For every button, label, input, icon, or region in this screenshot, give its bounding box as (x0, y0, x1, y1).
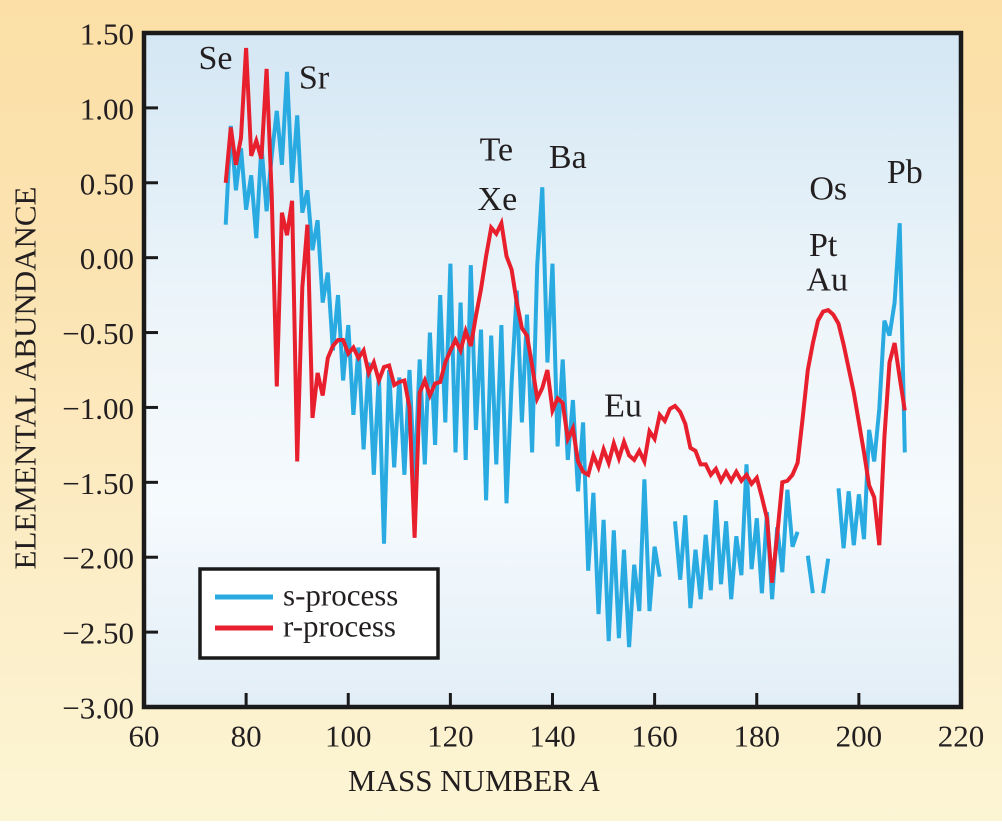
element-label-se: Se (198, 40, 232, 77)
element-label-xe: Xe (478, 181, 518, 218)
series-s-process-line (821, 558, 831, 594)
legend-label: s-process (283, 578, 398, 613)
element-label-sr: Sr (299, 59, 330, 96)
series-group (223, 47, 907, 648)
y-tick-label: −1.50 (62, 466, 134, 501)
series-s-process-line (223, 71, 662, 648)
x-tick-label: 200 (836, 719, 883, 754)
x-tick-label: 60 (129, 719, 160, 754)
y-tick-label: 0.50 (80, 166, 134, 201)
series-s-process-line (836, 223, 907, 549)
y-tick-label: −2.00 (62, 541, 134, 576)
y-tick-label: 1.00 (80, 91, 134, 126)
x-tick-label: 180 (734, 719, 781, 754)
x-tick-label: 120 (427, 719, 474, 754)
element-label-eu: Eu (604, 387, 642, 424)
y-tick-label: 1.50 (80, 17, 134, 52)
y-tick-label: −1.00 (62, 391, 134, 426)
x-axis-title: MASS NUMBER A (348, 763, 601, 798)
legend-label: r-process (283, 609, 396, 644)
x-tick-label: 80 (231, 719, 262, 754)
y-tick-label: −3.00 (62, 691, 134, 726)
element-label-os: Os (809, 170, 847, 207)
y-tick-label: 0.00 (80, 241, 134, 276)
legend-box (198, 567, 440, 660)
element-label-pb: Pb (887, 154, 923, 191)
y-tick-label: −0.50 (62, 316, 134, 351)
y-axis-title: ELEMENTAL ABUNDANCE (8, 187, 43, 570)
element-label-au: Au (806, 262, 848, 299)
element-label-ba: Ba (549, 139, 587, 176)
series-r-process-line (223, 47, 907, 583)
x-tick-label: 160 (631, 719, 678, 754)
x-tick-label: 100 (325, 719, 372, 754)
plot-border (141, 30, 964, 710)
x-tick-label: 140 (529, 719, 576, 754)
y-tick-label: −2.50 (62, 616, 134, 651)
x-tick-label: 220 (938, 719, 985, 754)
element-label-pt: Pt (809, 227, 838, 264)
series-s-process-line (805, 555, 815, 594)
element-label-te: Te (480, 131, 514, 168)
